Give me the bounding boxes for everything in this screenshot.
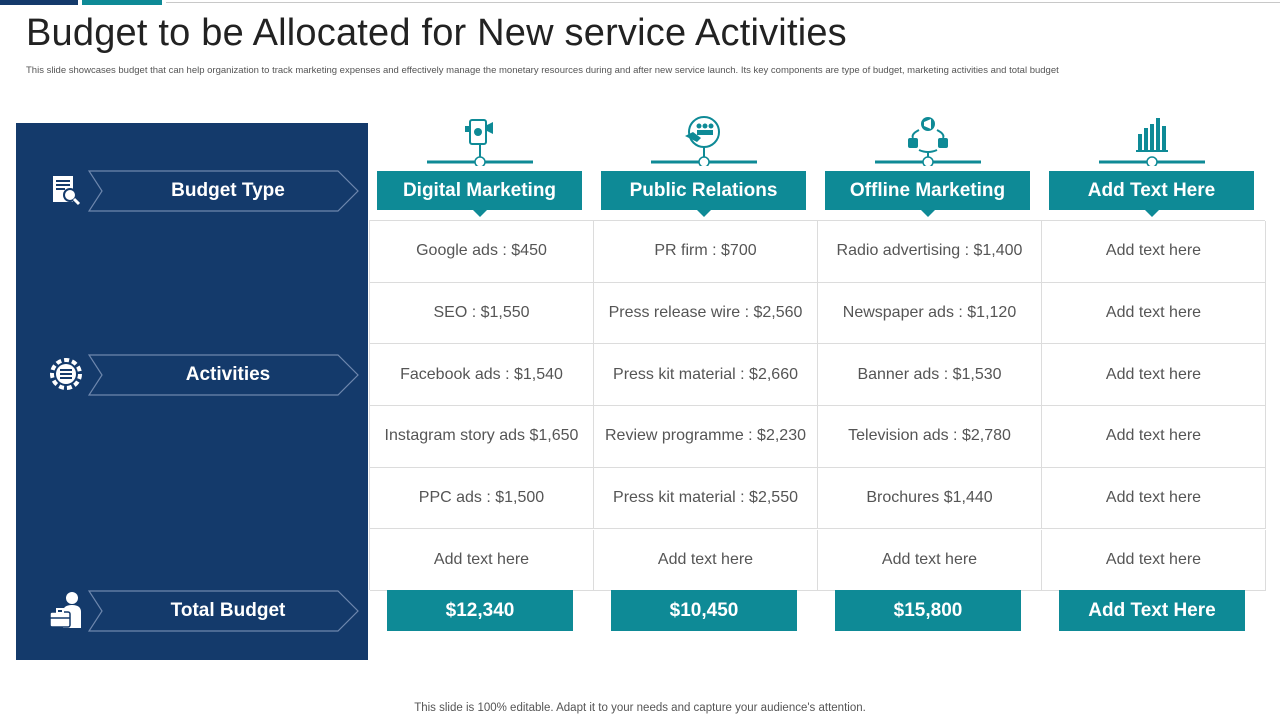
top-accent-bar — [0, 0, 1280, 5]
total-add-text: Add Text Here — [1059, 590, 1245, 631]
table-cell: Banner ads : $1,530 — [818, 344, 1042, 407]
total-public-relations: $10,450 — [611, 590, 797, 631]
activities-label: Activities — [88, 354, 359, 396]
left-label-panel — [16, 123, 368, 660]
activities-text: Activities — [185, 364, 271, 385]
budget-type-label: Budget Type — [88, 170, 359, 212]
accent-divider-line — [166, 2, 1280, 3]
footer-note: This slide is 100% editable. Adapt it to… — [414, 702, 866, 714]
page-subtitle: This slide showcases budget that can hel… — [26, 65, 1059, 76]
table-cell: Add text here — [1042, 529, 1266, 592]
businessman-briefcase-icon — [48, 590, 84, 628]
header-public-relations: Public Relations — [601, 171, 806, 217]
mobile-marketing-icon — [427, 114, 533, 166]
accent-navy-segment — [0, 0, 78, 5]
table-cell: Add text here — [1042, 282, 1266, 345]
table-cell: Add text here — [1042, 344, 1266, 407]
table-cell: Add text here — [1042, 406, 1266, 468]
megaphone-network-icon — [875, 114, 981, 166]
table-cell: Radio advertising : $1,400 — [818, 221, 1042, 283]
table-cell: Press kit material : $2,660 — [594, 344, 818, 407]
table-cell: PPC ads : $1,500 — [370, 467, 594, 530]
total-offline-marketing: $15,800 — [835, 590, 1021, 631]
table-cell: Add text here — [594, 529, 818, 592]
document-search-icon — [48, 172, 84, 208]
table-cell: Instagram story ads $1,650 — [370, 406, 594, 468]
table-cell: Add text here — [1042, 221, 1266, 283]
total-budget-label: Total Budget — [88, 590, 359, 632]
gear-list-icon — [48, 356, 84, 392]
table-cell: Press release wire : $2,560 — [594, 282, 818, 345]
header-digital-marketing: Digital Marketing — [377, 171, 582, 217]
table-cell: Brochures $1,440 — [818, 467, 1042, 530]
table-cell: Review programme : $2,230 — [594, 406, 818, 468]
total-digital-marketing: $12,340 — [387, 590, 573, 631]
table-cell: PR firm : $700 — [594, 221, 818, 283]
budget-type-text: Budget Type — [171, 180, 285, 201]
table-cell: Television ads : $2,780 — [818, 406, 1042, 468]
header-offline-marketing: Offline Marketing — [825, 171, 1030, 217]
page-title: Budget to be Allocated for New service A… — [26, 12, 847, 54]
bar-chart-icon — [1099, 114, 1205, 166]
table-cell: Add text here — [370, 529, 594, 592]
table-cell: Google ads : $450 — [370, 221, 594, 283]
handshake-people-icon — [651, 114, 757, 166]
total-budget-text: Total Budget — [170, 600, 286, 621]
table-cell: Facebook ads : $1,540 — [370, 344, 594, 407]
table-cell: Newspaper ads : $1,120 — [818, 282, 1042, 345]
table-cell: Add text here — [818, 529, 1042, 592]
header-add-text: Add Text Here — [1049, 171, 1254, 217]
activities-table: Google ads : $450 SEO : $1,550 Facebook … — [369, 220, 1266, 592]
table-cell: Press kit material : $2,550 — [594, 467, 818, 530]
table-cell: SEO : $1,550 — [370, 282, 594, 345]
accent-teal-segment — [82, 0, 162, 5]
table-cell: Add text here — [1042, 467, 1266, 530]
